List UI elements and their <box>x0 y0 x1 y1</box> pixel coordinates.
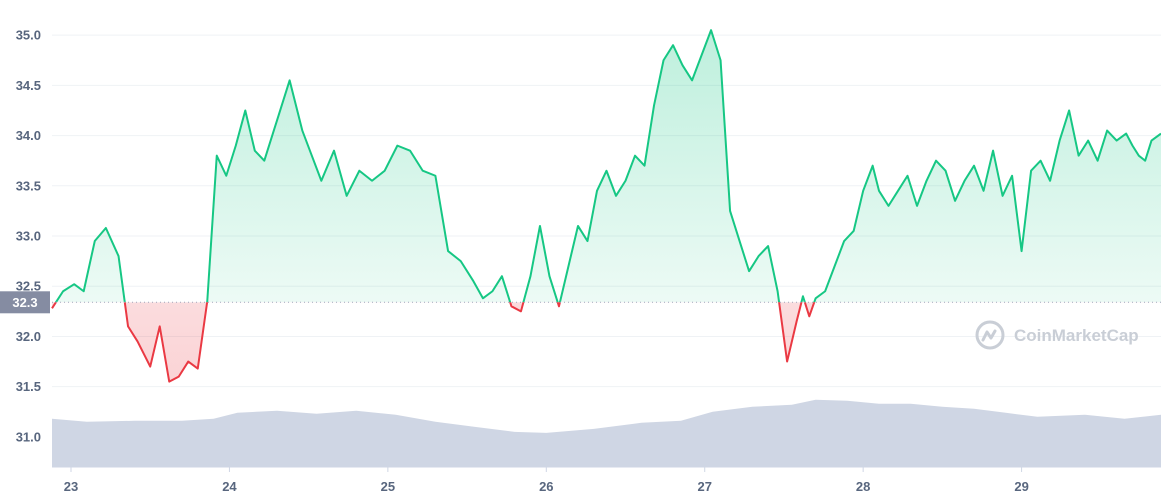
y-tick-label: 33.0 <box>16 229 41 244</box>
y-tick-label: 34.0 <box>16 128 41 143</box>
x-tick-label: 29 <box>1014 479 1028 494</box>
coinmarketcap-watermark: CoinMarketCap <box>975 320 1139 350</box>
price-series <box>51 29 1161 383</box>
y-tick-label: 34.5 <box>16 78 41 93</box>
x-tick-label: 28 <box>856 479 870 494</box>
x-tick-label: 26 <box>539 479 553 494</box>
reference-price-box <box>0 291 50 314</box>
x-axis: 23 24 25 26 27 28 29 <box>52 466 1161 494</box>
y-tick-label: 31.5 <box>16 379 41 394</box>
coinmarketcap-logo-icon <box>975 320 1005 350</box>
y-tick-label: 31.0 <box>16 429 41 444</box>
reference-price-badge: 32.3 <box>0 291 50 314</box>
watermark-text: CoinMarketCap <box>1014 326 1139 345</box>
x-tick-label: 24 <box>222 479 237 494</box>
x-tick-label: 27 <box>697 479 711 494</box>
reference-price-label: 32.3 <box>12 295 37 310</box>
y-tick-label: 32.0 <box>16 329 41 344</box>
volume-area <box>52 399 1161 467</box>
y-tick-label: 32.5 <box>16 279 41 294</box>
x-tick-label: 23 <box>64 479 78 494</box>
y-tick-label: 33.5 <box>16 178 41 193</box>
x-tick-label: 25 <box>381 479 395 494</box>
price-line-above <box>54 29 1161 303</box>
price-fill-above <box>55 30 1161 303</box>
y-tick-label: 35.0 <box>16 28 41 43</box>
y-axis: 31.0 31.5 32.0 32.5 33.0 33.5 34.0 34.5 35.0 <box>16 28 41 445</box>
price-fill-below <box>52 302 1161 382</box>
